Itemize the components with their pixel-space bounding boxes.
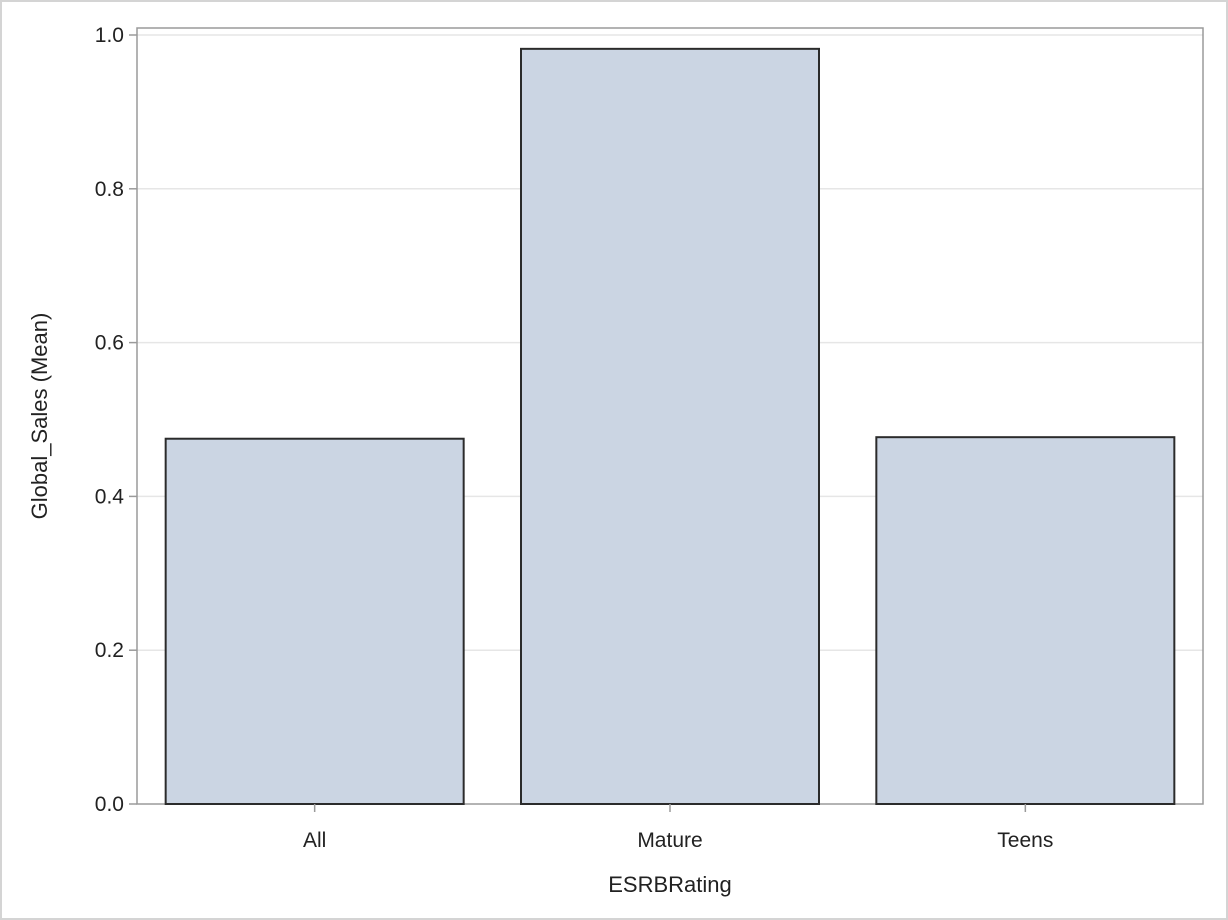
y-tick-label: 0.4 [95,485,125,508]
x-axis: All Mature Teens [303,804,1053,852]
y-axis-title: Global_Sales (Mean) [27,313,52,520]
y-tick-label: 0.2 [95,639,124,662]
x-tick-label: Teens [997,829,1053,852]
y-tick-label: 0.6 [95,332,124,355]
x-axis-title: ESRBRating [608,872,732,897]
x-tick-label: All [303,829,326,852]
bar-teens [875,436,1176,805]
x-tick-label: Mature [637,829,702,852]
y-tick-label: 1.0 [95,24,124,47]
bars [164,47,1176,806]
y-tick-label: 0.8 [95,178,124,201]
bar-all [164,437,465,805]
y-tick-label: 0.0 [95,793,124,816]
y-axis: 0.0 0.2 0.4 0.6 0.8 1.0 [95,24,137,816]
bar-mature [520,47,820,806]
